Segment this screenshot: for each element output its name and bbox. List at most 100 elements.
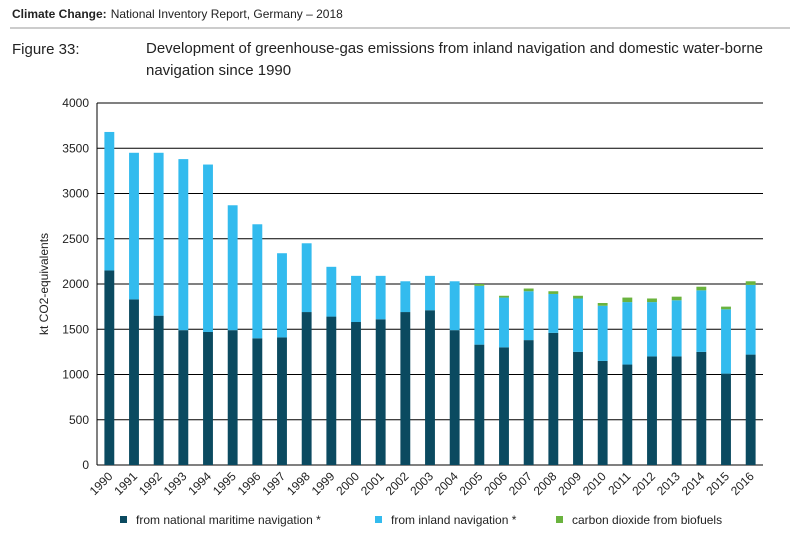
legend-label: from inland navigation * (391, 513, 517, 527)
bar-segment (104, 270, 115, 465)
x-tick-label: 2003 (407, 469, 436, 498)
bar-segment (696, 351, 707, 465)
x-tick-label: 2015 (703, 469, 732, 498)
bar-segment (721, 373, 731, 465)
bar-segment (326, 316, 337, 465)
y-tick-label: 2000 (62, 277, 89, 291)
bar-segment (696, 290, 707, 352)
bar-segment (745, 354, 756, 465)
header-label: Climate Change: (12, 7, 107, 21)
x-tick-label: 2001 (358, 469, 387, 498)
y-tick-label: 4000 (62, 96, 89, 110)
bar-segment (548, 291, 559, 294)
bar-segment (721, 306, 731, 310)
bar-segment (647, 302, 657, 357)
bar-segment (400, 312, 411, 465)
bar-segment (277, 337, 287, 465)
legend-label: carbon dioxide from biofuels (572, 513, 722, 527)
x-tick-label: 2014 (679, 469, 708, 498)
bar-segment (474, 285, 485, 345)
header: Climate Change: National Inventory Report… (12, 7, 343, 21)
y-tick-label: 3000 (62, 187, 89, 201)
bar-segment (252, 224, 263, 339)
x-tick-label: 2002 (383, 469, 412, 498)
bar-segment (597, 303, 608, 306)
bar-segment (425, 275, 435, 311)
bar-segment (375, 319, 386, 465)
bar-segment (499, 347, 509, 465)
bar-segment (647, 356, 657, 465)
bar-segment (104, 131, 115, 271)
x-tick-label: 1991 (111, 469, 140, 498)
y-tick-label: 1000 (62, 368, 89, 382)
bar-segment (203, 164, 213, 332)
bar-segment (622, 297, 633, 303)
x-tick-label: 1990 (87, 469, 116, 498)
bar-segment (671, 296, 682, 301)
x-tick-label: 1995 (210, 469, 239, 498)
bar-segment (326, 266, 337, 317)
bar-segment (523, 291, 534, 341)
legend-label: from national maritime navigation * (136, 513, 321, 527)
bar-segment (499, 295, 509, 298)
x-tick-label: 1992 (136, 469, 165, 498)
legend-swatch (375, 516, 382, 523)
bar-segment (203, 331, 213, 465)
x-tick-label: 2009 (555, 469, 584, 498)
x-tick-label: 2010 (580, 469, 609, 498)
x-tick-label: 1996 (235, 469, 264, 498)
y-tick-label: 2500 (62, 232, 89, 246)
bar-segment (301, 312, 312, 465)
legend-swatch (120, 516, 127, 523)
bar-segment (548, 293, 559, 333)
bar-segment (573, 351, 583, 465)
bar-segment (129, 299, 139, 465)
title-box: Development of greenhouse-gas emissions … (146, 40, 764, 79)
bar-segment (696, 286, 707, 291)
x-tick-label: 1994 (185, 469, 214, 498)
bar-segment (301, 243, 312, 313)
x-tick-label: 2007 (506, 469, 535, 498)
bar-segment (622, 364, 633, 465)
bar-segment (277, 253, 287, 338)
legend-swatch (556, 516, 563, 523)
x-tick-label: 2008 (531, 469, 560, 498)
y-tick-label: 1500 (62, 322, 89, 336)
bar-segment (178, 159, 189, 331)
x-tick-label: 2000 (333, 469, 362, 498)
bar-segment (227, 330, 238, 465)
bar-segment (548, 332, 559, 465)
x-tick-label: 2016 (728, 469, 757, 498)
bar-segment (573, 298, 583, 352)
x-tick-label: 2013 (654, 469, 683, 498)
bar-segment (449, 281, 460, 331)
y-tick-label: 0 (82, 458, 89, 472)
bar-segment (622, 302, 633, 365)
y-axis-label: kt CO2-equivalents (37, 233, 51, 335)
bar-segment (499, 297, 509, 348)
y-tick-label: 500 (69, 413, 89, 427)
y-tick-label: 3500 (62, 141, 89, 155)
chart-title: Development of greenhouse-gas emissions … (146, 40, 764, 79)
x-tick-label: 1999 (309, 469, 338, 498)
bar-segment (523, 340, 534, 465)
bar-segment (671, 356, 682, 465)
x-tick-label: 2006 (481, 469, 510, 498)
bar-segment (400, 281, 411, 313)
bar-segment (597, 305, 608, 361)
bar-segment (573, 295, 583, 299)
bar-segment (351, 322, 361, 465)
bar-segment (153, 315, 164, 465)
x-tick-label: 1998 (284, 469, 313, 498)
bar-segment (745, 284, 756, 355)
x-tick-label: 2004 (432, 469, 461, 498)
bar-segment (375, 275, 386, 320)
bar-segment (647, 298, 657, 303)
x-tick-label: 1997 (259, 469, 288, 498)
bar-segment (671, 300, 682, 357)
figure-number: Figure 33: (12, 41, 80, 58)
bar-segment (721, 309, 731, 374)
bar-segment (597, 360, 608, 465)
bar-segment (474, 344, 485, 465)
